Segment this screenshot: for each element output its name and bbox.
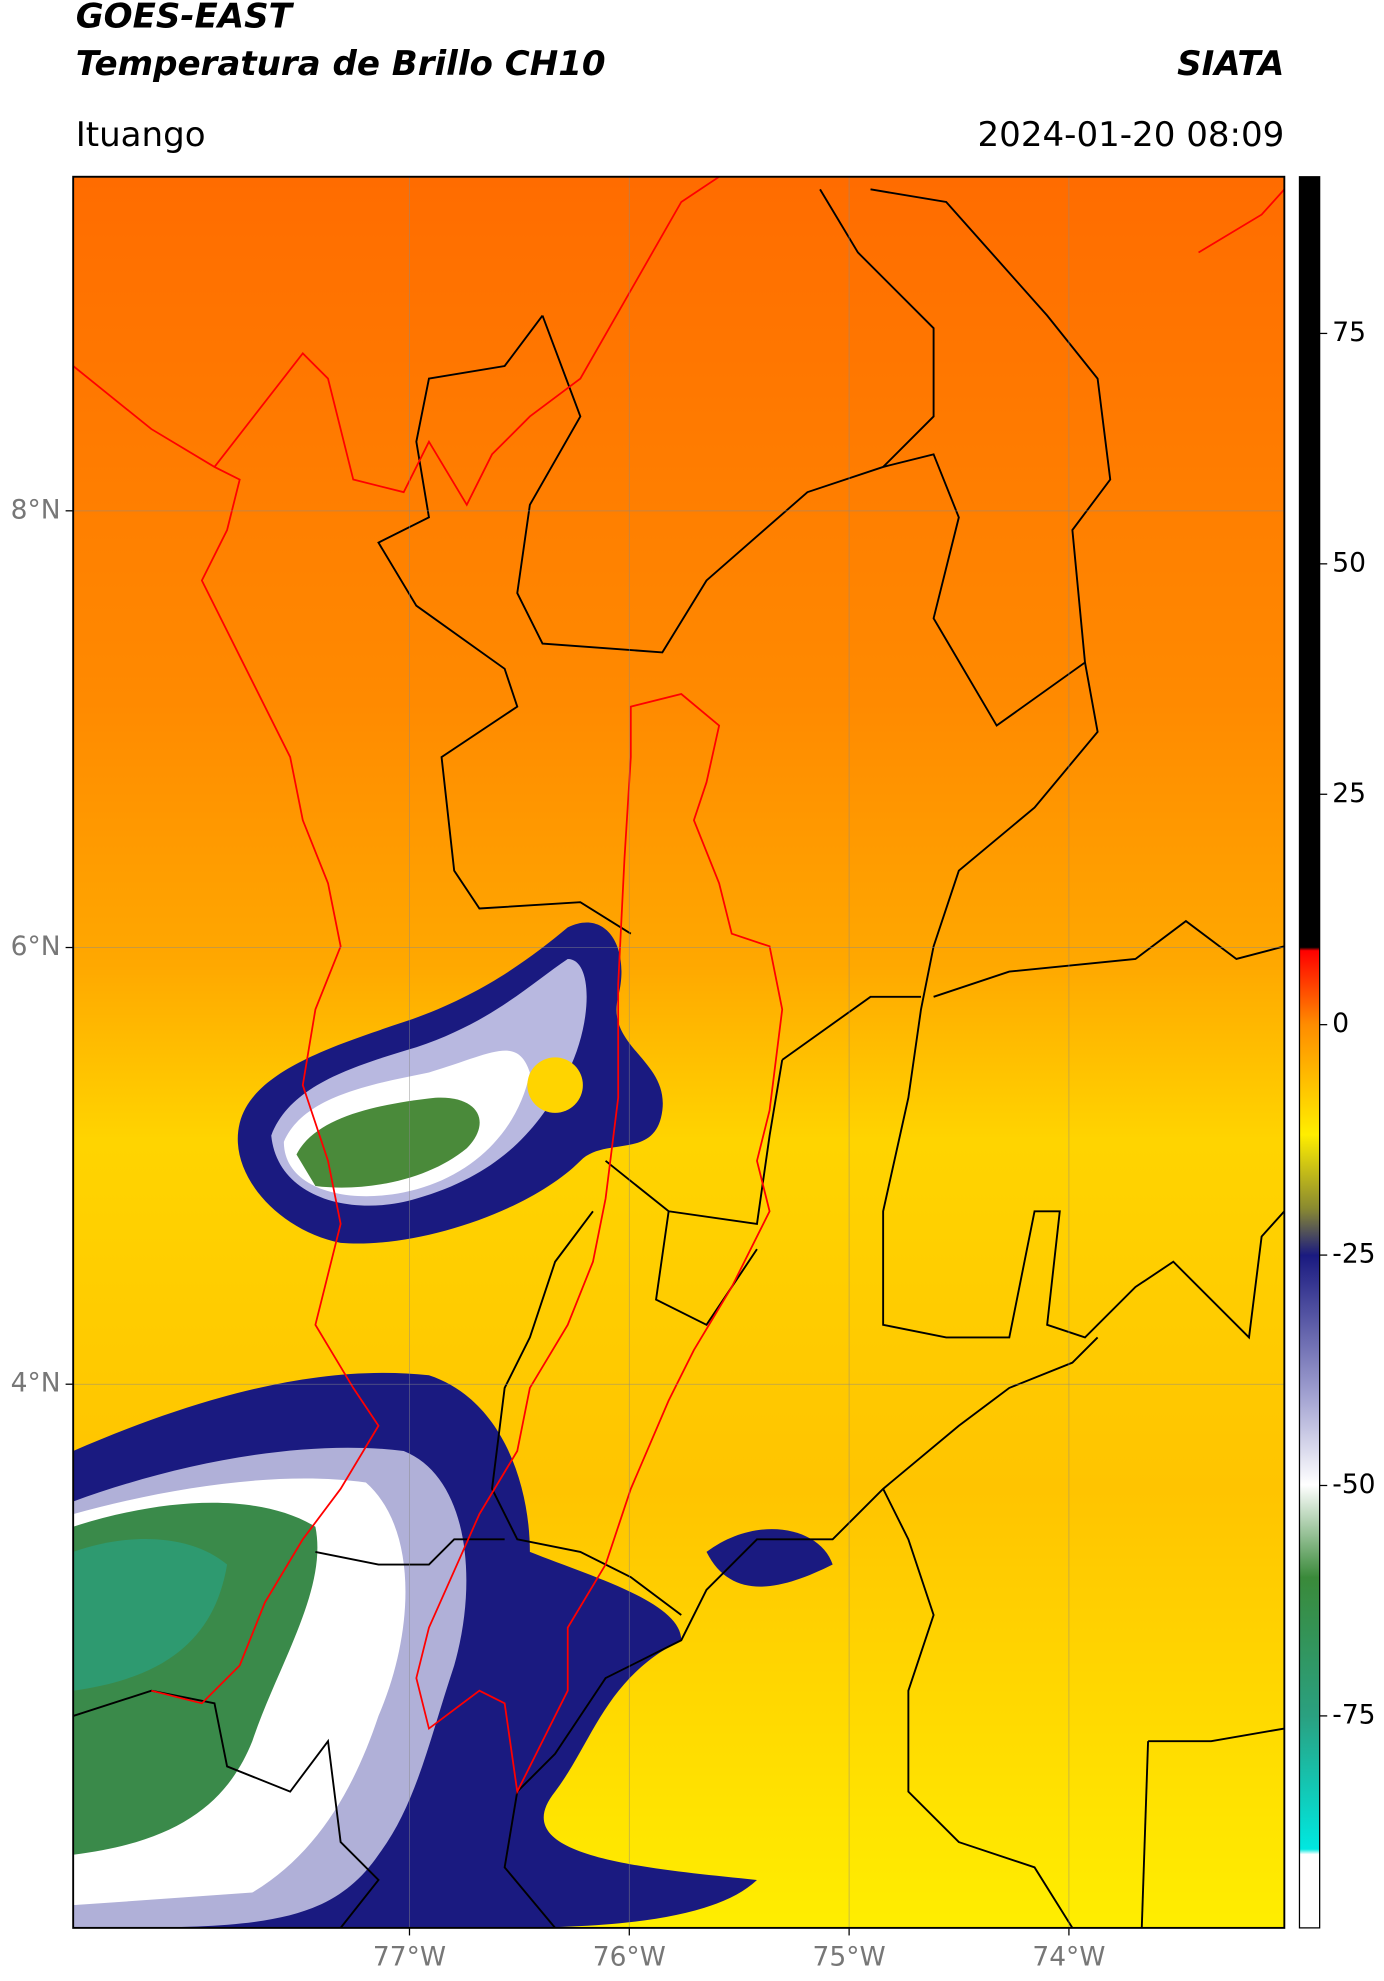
colorbar-tick-label: 0 [1332, 1008, 1349, 1039]
title: Temperatura de Brillo CH10 [76, 44, 606, 84]
colorbar-tick-label: -75 [1332, 1699, 1375, 1730]
x-tick-label: 77°W [373, 1942, 446, 1973]
y-tick-label: 6°N [11, 931, 61, 962]
datetime: 2024-01-20 08:09 [978, 115, 1285, 155]
colorbar-tick-label: -50 [1332, 1469, 1375, 1500]
colorbar-tick-label: 75 [1332, 317, 1366, 348]
y-tick-label: 8°N [11, 494, 61, 525]
org: SIATA [1177, 44, 1284, 84]
x-tick-label: 74°W [1032, 1942, 1105, 1973]
colorbar-tick-label: 25 [1332, 778, 1366, 809]
x-tick-label: 75°W [813, 1942, 886, 1973]
x-tick-label: 76°W [593, 1942, 666, 1973]
colorbar-tick-label: 50 [1332, 547, 1366, 578]
map-frame [72, 175, 1286, 1929]
y-tick-label: 4°N [11, 1368, 61, 1399]
location: Ituango [76, 115, 206, 155]
colorbar [1298, 176, 1321, 1929]
map-image [73, 176, 1285, 1928]
title: GOES-EAST [76, 0, 295, 36]
grid [73, 176, 1285, 1928]
colorbar-tick-label: -25 [1332, 1239, 1375, 1270]
